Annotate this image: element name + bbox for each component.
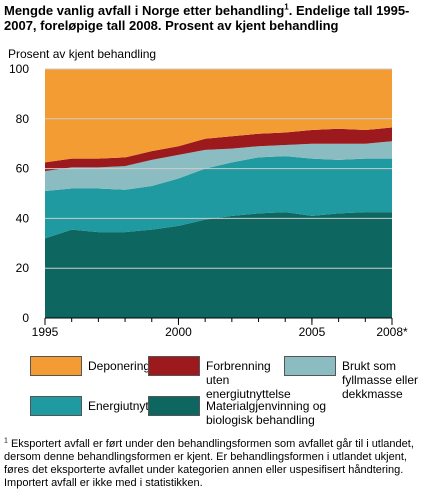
legend-label-forbrenning: Forbrenning uten energiutnyttelse (206, 359, 291, 401)
title-footnote-marker: 1 (284, 2, 289, 12)
footnote-marker: 1 (4, 437, 8, 445)
footnote: 1 Eksportert avfall er ført under den be… (4, 437, 424, 490)
legend-label-brukt: Brukt som fyllmasse eller dekkmasse (342, 359, 419, 401)
x-tick-label-1995: 1995 (32, 325, 59, 339)
legend-swatch-energi (30, 396, 82, 416)
chart-title: Mengde vanlig avfall i Norge etter behan… (4, 2, 410, 33)
area-deponering (45, 69, 392, 163)
x-tick-label-2008: 2008* (376, 325, 408, 339)
y-tick-label-100: 100 (9, 62, 29, 76)
x-tick-label-2005: 2005 (299, 325, 326, 339)
legend-swatch-material (148, 396, 200, 416)
legend-label-material: Materialgjenvinning og biologisk behandl… (206, 399, 327, 427)
y-tick-label-0: 0 (22, 311, 29, 325)
legend-swatch-deponering (30, 356, 82, 376)
y-tick-label-20: 20 (16, 261, 30, 275)
stacked-area-chart: 0 20 40 60 80 100 1995 2000 2005 2008* (9, 62, 408, 339)
legend-item-material: Materialgjenvinning og biologisk behandl… (148, 396, 356, 427)
area-energi (45, 156, 392, 239)
area-material (45, 212, 392, 318)
legend-item-brukt: Brukt som fyllmasse eller dekkmasse (284, 356, 426, 401)
y-tick-label-80: 80 (16, 112, 30, 126)
legend-item-deponering: Deponering (30, 356, 150, 376)
legend-swatch-forbrenning (148, 356, 200, 376)
footnote-text: Eksportert avfall er ført under den beha… (4, 438, 414, 489)
y-axis-label: Prosent av kjent behandling (8, 47, 157, 61)
y-tick-label-40: 40 (16, 211, 30, 225)
area-brukt (45, 141, 392, 192)
area-forbrenning (45, 127, 392, 172)
y-tick-label-60: 60 (16, 162, 30, 176)
legend-item-forbrenning: Forbrenning uten energiutnyttelse (148, 356, 296, 401)
legend-label-deponering: Deponering (88, 359, 151, 373)
x-tick-label-2000: 2000 (165, 325, 192, 339)
legend-swatch-brukt (284, 356, 336, 376)
